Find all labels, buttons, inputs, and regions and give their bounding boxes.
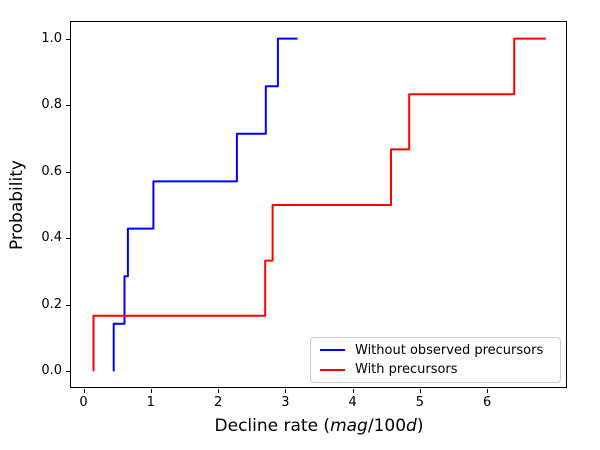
x-axis-label-part: ) [416,416,424,436]
legend: Without observed precursors With precurs… [310,337,561,383]
y-tick-label: 0.2 [41,296,62,312]
x-tick-label: 1 [146,395,155,410]
legend-entry: With precursors [317,361,554,379]
y-tick-mark [66,304,70,306]
y-tick-mark [66,105,70,107]
y-tick-label: 0.8 [41,97,62,113]
x-tick-label: 2 [213,395,223,410]
x-axis-label-part: mag [330,416,368,436]
y-tick-mark [66,171,70,173]
legend-label: With precursors [355,362,458,378]
x-axis-label-part: d [406,416,417,436]
y-tick-label: 1.0 [41,30,62,46]
x-tick-mark [83,389,85,393]
legend-line-swatch-blue [320,349,345,352]
x-tick-label: 3 [281,395,290,410]
x-tick-label: 5 [415,395,425,410]
series-line-0 [112,37,298,372]
series-line-1 [92,37,546,372]
x-tick-label: 0 [79,395,88,410]
y-tick-label: 0.4 [41,230,62,246]
y-axis-label: Probability [7,160,27,250]
legend-entry: Without observed precursors [317,341,554,359]
x-tick-mark [285,389,287,393]
x-axis-label-part: Decline rate ( [214,416,331,436]
y-tick-label: 0.6 [41,163,62,179]
y-tick-label: 0.0 [41,363,62,379]
x-tick-mark [150,389,152,393]
legend-label: Without observed precursors [355,342,544,358]
y-tick-mark [66,238,70,240]
x-axis-label: Decline rate (mag/100d) [71,416,567,436]
legend-line-swatch-red [320,368,345,371]
y-tick-mark [66,371,70,373]
x-tick-label: 4 [348,395,357,410]
x-tick-mark [419,389,421,393]
x-tick-label: 6 [483,395,492,410]
x-tick-mark [352,389,354,393]
step-curves-svg [92,37,546,372]
y-tick-mark [66,38,70,40]
x-tick-mark [218,389,220,393]
x-tick-mark [487,389,489,393]
x-axis-label-part: /100 [367,416,407,436]
